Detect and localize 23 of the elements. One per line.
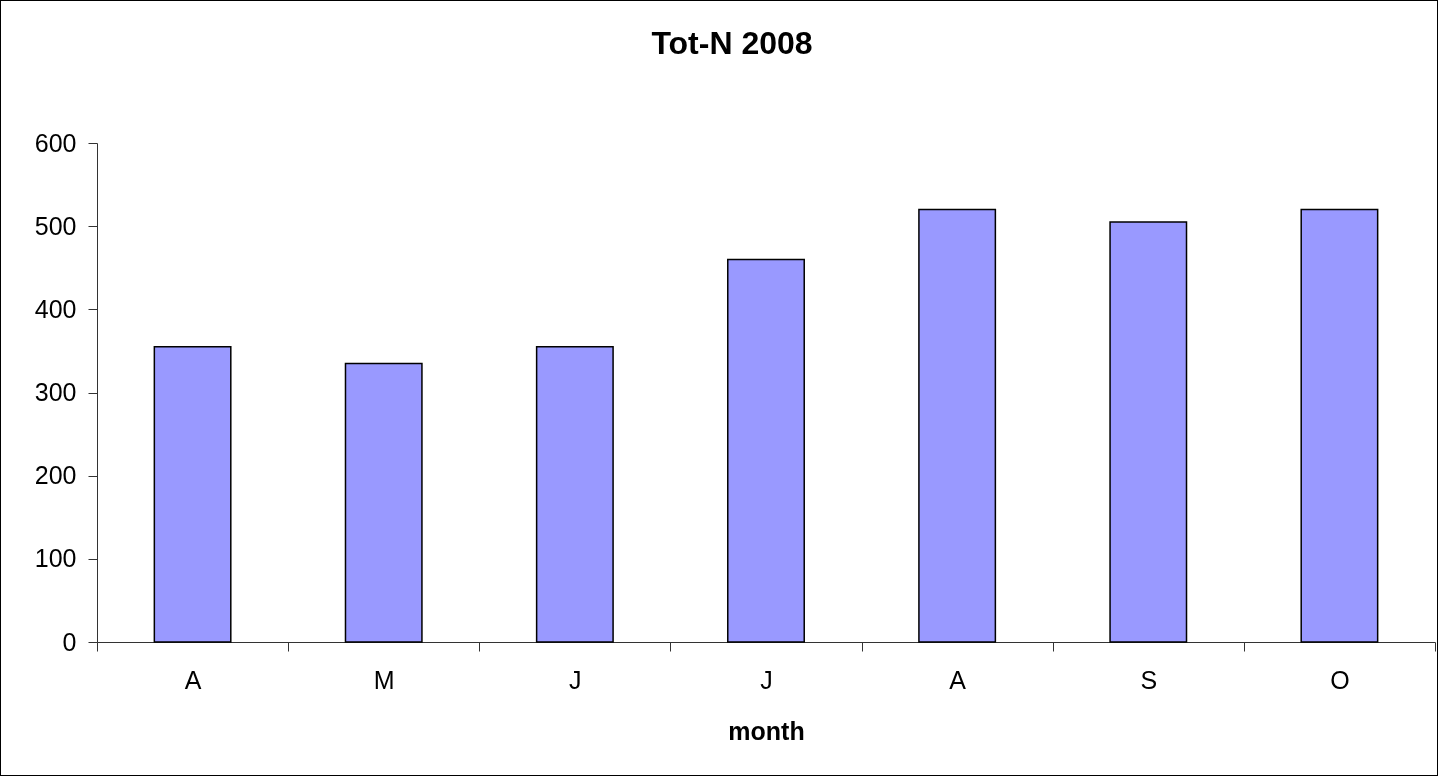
x-tick-label: J	[760, 665, 773, 694]
x-tick-label: M	[373, 665, 395, 694]
x-axis-title: month	[728, 716, 805, 745]
bar	[918, 208, 997, 643]
x-tick-label: S	[1140, 665, 1158, 694]
y-tick-label: 600	[34, 128, 77, 157]
x-tick-label: O	[1330, 665, 1350, 694]
bar	[535, 346, 614, 643]
y-tick-label: 0	[62, 627, 77, 656]
y-tick-label: 200	[34, 461, 77, 490]
y-tick-label: 400	[34, 294, 77, 323]
bar	[1109, 221, 1188, 643]
chart-title: Tot-N 2008	[651, 25, 813, 61]
bar	[153, 346, 232, 643]
x-tick-label: A	[184, 665, 202, 694]
bar	[344, 362, 423, 643]
bar	[727, 258, 805, 643]
y-tick-label: 500	[34, 211, 77, 240]
x-tick-label: A	[949, 665, 967, 694]
y-tick-label: 300	[34, 378, 77, 406]
x-tick-label: J	[569, 665, 582, 694]
bar	[1300, 208, 1379, 643]
y-tick-label: 100	[34, 544, 77, 573]
